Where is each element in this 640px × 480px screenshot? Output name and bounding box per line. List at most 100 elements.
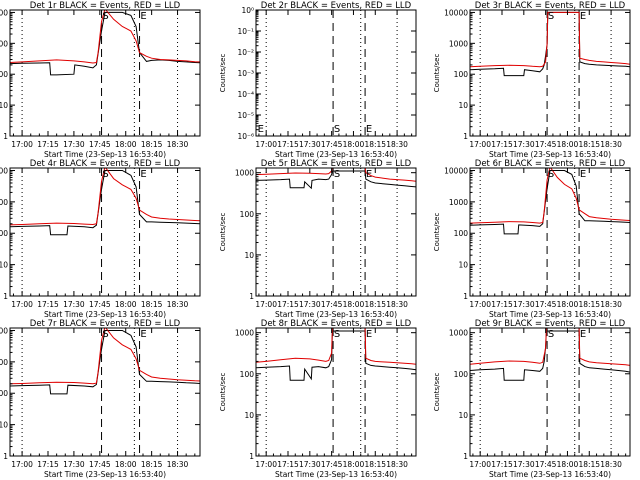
x-tick-label: 17:15 [277,460,299,469]
x-tick-label: 17:00 [11,460,33,469]
plot-frame [469,167,631,297]
x-tick-label: 17:45 [321,300,343,309]
y-tick-label: 10 [458,411,468,420]
x-axis-label: Start Time (23-Sep-13 16:53:40) [275,310,397,319]
panel-title: Det 3r BLACK = Events, RED = LLD [475,1,626,11]
panel-title: Det 5r BLACK = Events, RED = LLD [261,159,412,169]
y-tick-label: 10 [0,101,8,110]
y-tick-label: 10 [0,261,8,270]
x-tick-label: 18:30 [386,140,408,149]
panel-title: Det 2r BLACK = Events, RED = LLD [261,1,412,11]
x-tick-label: 17:15 [37,300,59,309]
event-marker: S [334,169,340,180]
plot-frame [255,327,417,457]
x-tick-label: 17:00 [11,300,33,309]
y-tick-label: 100 [454,370,469,379]
series-line-lld [10,328,200,385]
x-tick-label: 17:45 [535,140,557,149]
y-tick-label: 100 [454,229,469,238]
y-tick-label: 1000 [449,329,468,338]
x-tick-label: 17:15 [491,300,513,309]
y-tick-label: 1 [463,292,468,301]
x-tick-label: 18:00 [343,140,365,149]
x-tick-label: 17:00 [469,460,491,469]
y-tick-label: 1000 [0,198,8,207]
x-tick-label: 18:00 [343,300,365,309]
y-tick-label: 1 [249,292,254,301]
panel-title: Det 1r BLACK = Events, RED = LLD [30,1,181,11]
series-line-lld [10,10,200,64]
series-line-lld [470,11,630,68]
x-tick-label: 17:45 [321,140,343,149]
y-tick-label: 100 [240,370,255,379]
event-marker: S [548,11,554,22]
x-axis-label: Start Time (23-Sep-13 16:53:40) [489,150,611,159]
plot-frame [469,327,631,457]
event-marker: E [366,169,372,180]
x-tick-label: 17:30 [299,300,321,309]
y-tick-label: 100 [0,70,8,79]
x-tick-label: 18:30 [600,300,622,309]
x-tick-label: 18:30 [600,140,622,149]
x-tick-label: 18:30 [167,460,189,469]
panel-title: Det 6r BLACK = Events, RED = LLD [475,159,626,169]
y-tick-label: 10000 [0,326,8,335]
y-tick-label: 1 [463,452,468,461]
plot-frame [9,9,201,137]
x-tick-label: 17:00 [469,300,491,309]
panel-title: Det 7r BLACK = Events, RED = LLD [30,319,181,329]
x-axis-label: Start Time (23-Sep-13 16:53:40) [275,150,397,159]
y-tick-label: 1 [3,132,8,141]
x-tick-label: 18:30 [386,300,408,309]
y-axis-label: Counts/sec [433,213,441,252]
y-tick-label: 1000 [235,329,254,338]
x-tick-label: 17:00 [255,460,277,469]
x-tick-label: 18:15 [141,460,163,469]
series-line-lld [470,328,630,366]
x-tick-label: 17:45 [321,460,343,469]
event-marker: E [366,329,372,340]
event-marker: E [580,11,586,22]
y-tick-label: 1000 [0,39,8,48]
event-marker: E [140,11,146,22]
x-tick-label: 18:00 [557,140,579,149]
x-tick-label: 18:15 [578,460,600,469]
x-tick-label: 17:15 [277,140,299,149]
y-tick-label: 1000 [0,358,8,367]
x-tick-label: 18:30 [386,460,408,469]
x-tick-label: 17:30 [513,140,535,149]
x-tick-label: 17:30 [513,460,535,469]
x-axis-label: Start Time (23-Sep-13 16:53:40) [44,470,166,479]
y-tick-label: 10 [458,101,468,110]
x-tick-label: 17:00 [11,140,33,149]
y-tick-label: 1 [3,452,8,461]
x-tick-label: 17:00 [255,140,277,149]
event-marker: S [548,169,554,180]
y-axis-label: Counts/sec [433,54,441,93]
x-tick-label: 17:30 [63,460,85,469]
x-tick-label: 17:00 [469,140,491,149]
y-axis-label: Counts/sec [219,54,227,93]
y-tick-label: 10⁻⁴ [237,90,254,99]
plot-frame [255,167,417,297]
event-marker: S [102,11,108,22]
y-tick-label: 10 [458,261,468,270]
series-line-lld [256,328,416,365]
series-line-events [470,170,630,235]
y-axis-label: Counts/sec [219,213,227,252]
x-axis-label: Start Time (23-Sep-13 16:53:40) [44,310,166,319]
event-marker: E [140,169,146,180]
x-tick-label: 17:30 [63,140,85,149]
series-line-lld [470,168,630,224]
x-tick-label: 17:30 [63,300,85,309]
x-tick-label: 17:15 [491,460,513,469]
y-tick-label: 10⁻⁵ [237,111,254,120]
x-tick-label: 18:30 [167,300,189,309]
series-line-events [256,170,416,190]
x-tick-label: 17:00 [255,300,277,309]
y-tick-label: 1000 [449,198,468,207]
